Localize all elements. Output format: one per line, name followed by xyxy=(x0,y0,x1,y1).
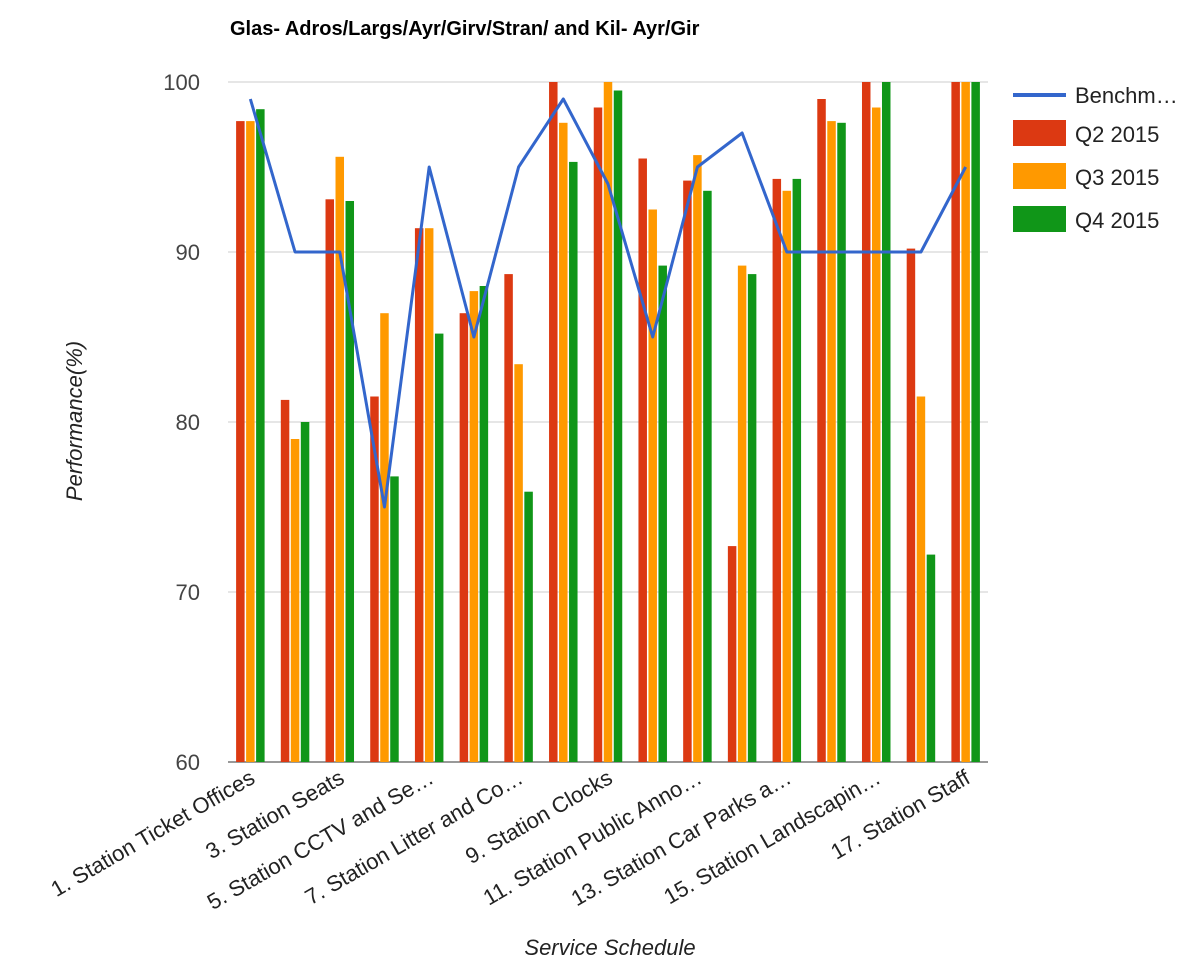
legend-swatch-q2 xyxy=(1013,120,1066,146)
bar xyxy=(479,286,489,762)
bar xyxy=(246,121,255,763)
bar xyxy=(693,155,702,763)
bar xyxy=(638,158,647,762)
bar xyxy=(792,178,802,762)
benchmark-line-layer xyxy=(248,97,967,509)
bar xyxy=(861,82,871,762)
legend-swatch-q3 xyxy=(1013,163,1066,189)
bar xyxy=(683,180,692,763)
bar xyxy=(256,109,265,762)
bar xyxy=(370,396,379,762)
legend-label-q4: Q4 2015 xyxy=(1075,208,1159,233)
bar xyxy=(469,291,479,762)
bar xyxy=(871,107,881,762)
bar xyxy=(747,274,757,762)
bar xyxy=(325,199,335,763)
bar xyxy=(603,82,613,762)
bar xyxy=(593,107,603,762)
bar xyxy=(504,274,513,762)
bar xyxy=(837,122,846,763)
bar xyxy=(782,190,792,763)
bar xyxy=(906,248,916,763)
legend-swatch-q4 xyxy=(1013,206,1066,232)
y-tick-label: 60 xyxy=(176,750,200,775)
bar xyxy=(345,201,355,762)
bar xyxy=(380,313,389,762)
legend-label-q3: Q3 2015 xyxy=(1075,165,1159,190)
bar xyxy=(772,178,782,762)
legend-label-q2: Q2 2015 xyxy=(1075,122,1159,147)
bars xyxy=(236,82,980,763)
bar xyxy=(524,491,533,762)
bar xyxy=(300,422,310,762)
bar xyxy=(236,121,245,763)
bar xyxy=(424,228,434,762)
bar xyxy=(727,546,737,762)
y-axis-ticks: 60 70 80 90 100 xyxy=(163,70,200,775)
bar xyxy=(280,399,290,762)
bar xyxy=(951,82,960,762)
y-tick-label: 100 xyxy=(163,70,200,95)
y-tick-label: 80 xyxy=(176,410,200,435)
bar xyxy=(514,364,523,762)
bar xyxy=(881,82,891,762)
bar xyxy=(390,476,399,762)
bar xyxy=(916,396,926,762)
bar xyxy=(549,82,558,762)
bar xyxy=(569,161,578,762)
bar xyxy=(434,333,444,762)
bar xyxy=(703,190,712,763)
bar xyxy=(817,99,826,762)
bar xyxy=(335,156,345,763)
legend-label-benchmark: Benchm… xyxy=(1075,83,1178,108)
y-tick-label: 90 xyxy=(176,240,200,265)
bar xyxy=(737,265,747,762)
legend: Benchm… Q2 2015 Q3 2015 Q4 2015 xyxy=(1013,83,1178,233)
bar xyxy=(827,121,836,763)
bar xyxy=(414,228,424,762)
y-axis-title: Performance(%) xyxy=(62,341,87,501)
bar xyxy=(926,554,936,762)
benchmark-line xyxy=(248,97,967,509)
bar xyxy=(613,90,623,762)
chart-title: Glas- Adros/Largs/Ayr/Girv/Stran/ and Ki… xyxy=(230,18,700,40)
bar xyxy=(961,82,970,762)
bar xyxy=(648,209,657,762)
bar xyxy=(290,439,300,762)
bar xyxy=(459,313,469,762)
bar xyxy=(971,82,980,762)
y-tick-label: 70 xyxy=(176,580,200,605)
bar xyxy=(559,122,568,763)
bar xyxy=(658,265,667,762)
x-axis-title: Service Schedule xyxy=(524,935,695,960)
